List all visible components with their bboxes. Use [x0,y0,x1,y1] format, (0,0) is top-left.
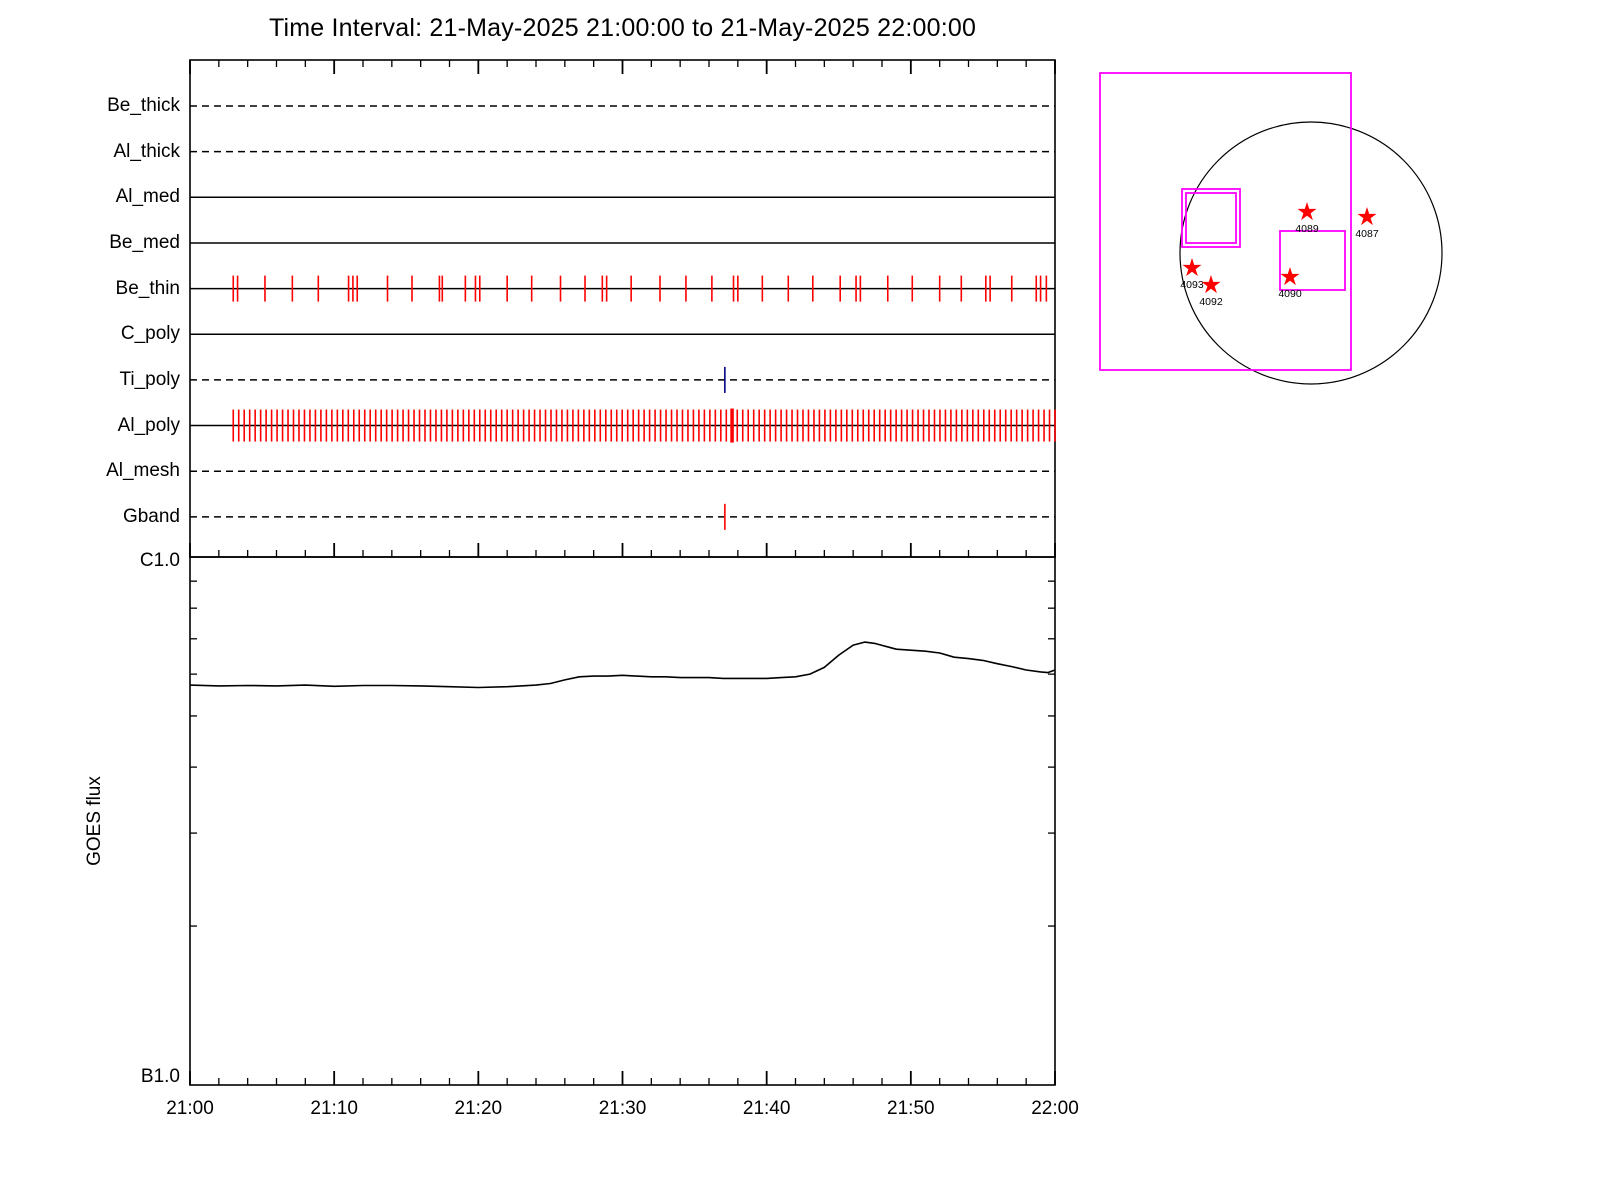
active-region-star [1201,275,1221,294]
channel-label-al_poly: Al_poly [117,414,180,436]
active-region-label: 4090 [1278,288,1302,300]
y-axis-top-label: C1.0 [139,550,180,571]
fov-box [1279,230,1346,291]
time-tick-label: 21:10 [310,1098,358,1119]
goes-flux-curve [189,641,1056,689]
active-region-star [1297,202,1317,221]
timeline-panel-frame [189,59,1056,558]
channel-label-c_poly: C_poly [120,323,180,345]
channel-label-be_thin: Be_thin [115,277,180,299]
active-region-label: 4089 [1295,223,1319,235]
channel-label-ti_poly: Ti_poly [119,368,180,390]
channel-label-be_thick: Be_thick [107,95,180,116]
channel-label-al_med: Al_med [115,186,180,208]
active-region-star [1357,207,1377,226]
active-region-star [1280,267,1300,286]
fov-box [1099,72,1352,371]
channel-label-al_mesh: Al_mesh [106,460,180,482]
active-region-label: 4087 [1355,228,1379,240]
channel-label-gband: Gband [122,505,180,527]
goes-panel-frame [189,556,1056,1086]
fov-box [1185,192,1237,244]
time-tick-label: 22:00 [1031,1098,1079,1119]
active-region-label: 4093 [1180,279,1204,291]
channel-label-be_med: Be_med [109,231,180,253]
active-region-star [1182,258,1202,277]
time-tick-label: 21:00 [166,1098,214,1119]
time-tick-label: 21:50 [887,1098,935,1119]
active-region-label: 4092 [1199,296,1223,308]
channel-label-al_thick: Al_thick [113,140,180,162]
y-axis-bottom-label: B1.0 [140,1066,180,1087]
time-tick-label: 21:40 [742,1098,791,1119]
solar-disk [1179,121,1443,385]
time-tick-label: 21:30 [598,1098,647,1119]
fov-box [1181,188,1241,248]
time-tick-label: 21:20 [454,1098,503,1119]
plot-title: Time Interval: 21-May-2025 21:00:00 to 2… [268,14,977,42]
